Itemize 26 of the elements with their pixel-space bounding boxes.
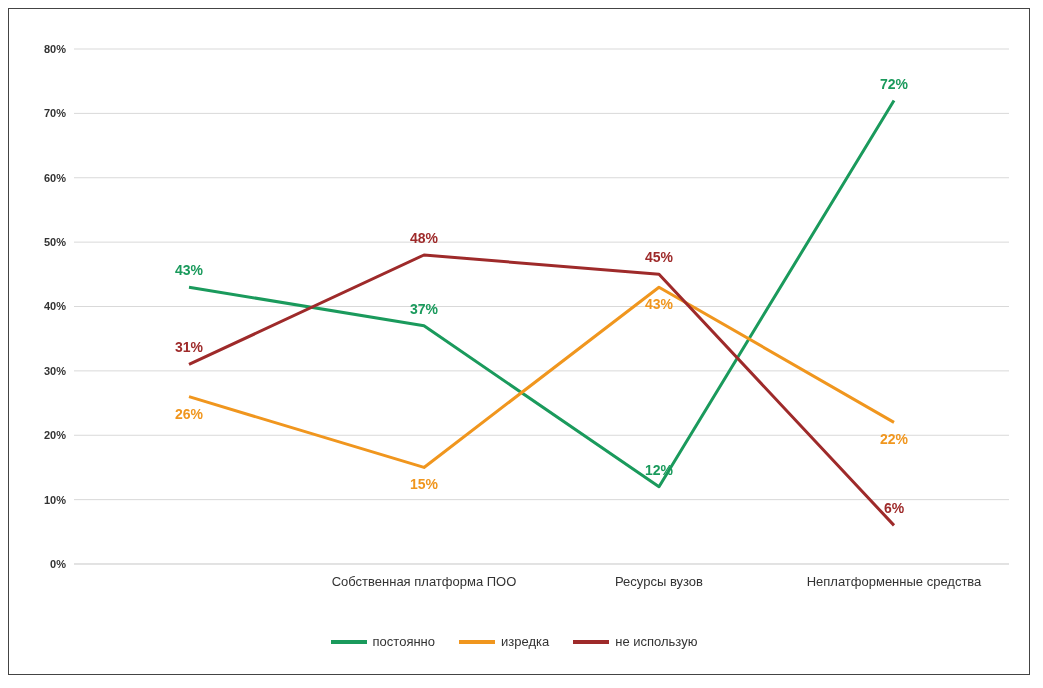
- data-label: 45%: [644, 249, 674, 266]
- y-tick-label: 0%: [50, 557, 67, 570]
- data-label: 6%: [883, 500, 905, 517]
- data-label: 43%: [644, 296, 674, 313]
- y-tick-label: 80%: [43, 42, 67, 55]
- data-label: 37%: [409, 300, 439, 317]
- y-tick-label: 20%: [43, 429, 67, 442]
- y-tick-label: 70%: [43, 107, 67, 120]
- y-tick-label: 30%: [43, 364, 67, 377]
- x-tick-label: Ресурсы вузов: [615, 574, 704, 589]
- data-label: 31%: [174, 339, 204, 356]
- y-tick-label: 50%: [43, 236, 67, 249]
- legend-label: постоянно: [372, 634, 436, 649]
- data-label: 15%: [409, 476, 439, 493]
- data-label: 48%: [409, 230, 439, 246]
- data-label: 43%: [174, 262, 204, 279]
- legend-label: не использую: [615, 634, 698, 649]
- y-tick-label: 10%: [43, 493, 67, 506]
- data-label: 72%: [879, 75, 909, 92]
- data-label: 26%: [174, 405, 204, 422]
- x-tick-label: Неплатформенные средства: [806, 574, 983, 589]
- y-tick-label: 60%: [43, 171, 67, 184]
- legend-label: изредка: [501, 634, 550, 649]
- data-label: 22%: [879, 431, 909, 448]
- y-tick-label: 40%: [43, 300, 67, 313]
- x-tick-label: Собственная платформа ПОО: [331, 574, 517, 589]
